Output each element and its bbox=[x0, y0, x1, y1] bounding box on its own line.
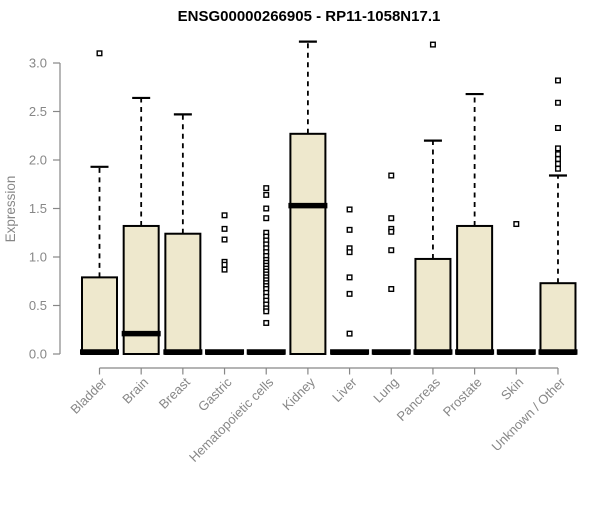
x-category-label: Brain bbox=[119, 375, 151, 407]
outlier-point bbox=[388, 172, 395, 179]
box-breast bbox=[163, 113, 203, 355]
outlier-point bbox=[554, 99, 561, 106]
box-skin bbox=[496, 221, 536, 355]
outlier-point bbox=[554, 124, 561, 131]
y-tick-label: 0.5 bbox=[29, 298, 47, 313]
y-tick-label: 2.0 bbox=[29, 153, 47, 168]
box-gastric bbox=[205, 212, 245, 355]
outlier-point bbox=[221, 236, 228, 243]
box-brain bbox=[121, 96, 161, 355]
outlier-point bbox=[263, 191, 270, 198]
outlier-point bbox=[513, 221, 520, 228]
box-prostate bbox=[455, 92, 495, 355]
box-unknown-other bbox=[538, 77, 578, 355]
chart-title: ENSG00000266905 - RP11-1058N17.1 bbox=[178, 8, 441, 25]
outlier-point bbox=[554, 145, 561, 152]
outlier-point bbox=[554, 151, 561, 158]
y-tick-label: 1.5 bbox=[29, 201, 47, 216]
x-category-label: Bladder bbox=[67, 374, 110, 417]
outlier-point bbox=[346, 206, 353, 213]
x-category-label: Gastric bbox=[195, 374, 235, 414]
outlier-point bbox=[429, 41, 436, 48]
y-tick-label: 3.0 bbox=[29, 56, 47, 71]
outlier-point bbox=[263, 205, 270, 212]
outlier-point bbox=[221, 261, 228, 268]
y-tick-label: 0.0 bbox=[29, 347, 47, 362]
y-tick-label: 1.0 bbox=[29, 250, 47, 265]
box-rect bbox=[289, 132, 327, 355]
x-category-label: Kidney bbox=[279, 374, 318, 413]
outlier-point bbox=[263, 215, 270, 222]
outlier-point bbox=[221, 212, 228, 219]
box-rect bbox=[414, 257, 452, 355]
outlier-point bbox=[346, 290, 353, 297]
box-bladder bbox=[80, 50, 119, 355]
outlier-point bbox=[346, 274, 353, 281]
x-category-label: Skin bbox=[498, 375, 526, 403]
outlier-point bbox=[388, 228, 395, 235]
outlier-point bbox=[263, 185, 270, 192]
y-axis: 0.0 0.5 1.0 1.5 2.0 2.5 3.0 bbox=[29, 56, 61, 362]
outlier-point bbox=[554, 77, 561, 84]
box-rect bbox=[164, 232, 202, 355]
plot-area: 0.0 0.5 1.0 1.5 2.0 2.5 3.0 Bladder Brain Breast G… bbox=[29, 40, 578, 465]
outlier-point bbox=[554, 156, 561, 163]
x-category-label: Prostate bbox=[440, 375, 485, 420]
outlier-point bbox=[263, 319, 270, 326]
box-lung bbox=[371, 172, 411, 355]
outlier-point bbox=[346, 249, 353, 256]
outlier-point bbox=[221, 225, 228, 232]
outlier-point bbox=[221, 266, 228, 273]
x-category-label: Breast bbox=[156, 374, 193, 411]
x-category-label: Liver bbox=[329, 374, 360, 405]
x-category-label: Pancreas bbox=[394, 374, 444, 424]
outlier-point bbox=[388, 286, 395, 293]
box-kidney bbox=[288, 40, 328, 355]
box-rect bbox=[539, 282, 577, 355]
y-axis-title: Expression bbox=[3, 176, 18, 243]
outlier-point bbox=[388, 215, 395, 222]
x-category-label: Lung bbox=[370, 375, 401, 406]
outlier-point bbox=[554, 165, 561, 172]
outlier-point bbox=[96, 50, 103, 57]
outlier-point bbox=[346, 330, 353, 337]
x-category-label: Unknown / Other bbox=[489, 374, 569, 454]
box-rect bbox=[456, 224, 494, 355]
outlier-point bbox=[388, 247, 395, 254]
box-liver bbox=[330, 206, 370, 355]
box-pancreas bbox=[413, 41, 453, 355]
y-tick-label: 2.5 bbox=[29, 104, 47, 119]
outlier-point bbox=[554, 160, 561, 167]
outlier-point bbox=[346, 226, 353, 233]
outlier-point bbox=[263, 308, 270, 315]
box-rect bbox=[81, 276, 118, 355]
box-hematopoietic-cells bbox=[246, 185, 286, 355]
